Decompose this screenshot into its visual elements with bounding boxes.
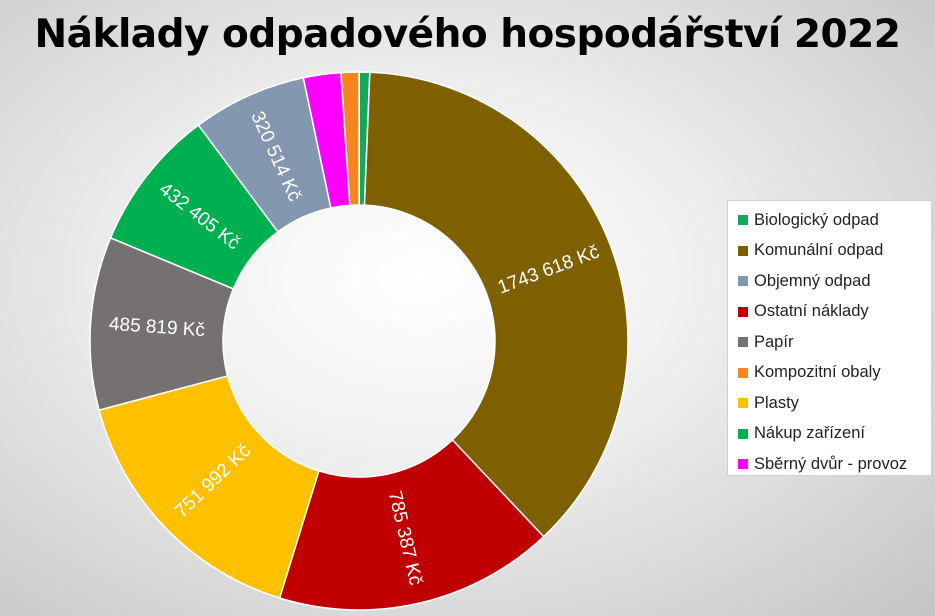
legend-item: Papír bbox=[738, 327, 931, 358]
legend-swatch bbox=[738, 245, 748, 256]
legend-swatch bbox=[738, 367, 748, 378]
legend-swatch bbox=[738, 428, 748, 439]
legend-item: Ostatní náklady bbox=[738, 297, 931, 328]
legend-item: Komunální odpad bbox=[738, 236, 931, 267]
donut-slice-komunální-odpad bbox=[363, 71, 629, 538]
legend-label: Ostatní náklady bbox=[754, 302, 869, 321]
legend-label: Komunální odpad bbox=[754, 241, 884, 260]
legend-item: Kompozitní obaly bbox=[738, 358, 931, 389]
chart-title: Náklady odpadového hospodářství 2022 bbox=[34, 12, 901, 57]
legend-swatch bbox=[738, 215, 748, 226]
legend-label: Papír bbox=[754, 332, 794, 351]
legend-item: Objemný odpad bbox=[738, 266, 931, 297]
legend-label: Nákup zařízení bbox=[754, 424, 865, 443]
chart-legend: Biologický odpad Komunální odpad Objemný o… bbox=[727, 200, 932, 476]
legend-swatch bbox=[738, 337, 748, 348]
donut-slice-ostatní-náklady bbox=[278, 438, 545, 611]
legend-item: Biologický odpad bbox=[738, 205, 931, 236]
donut-slice-kompozitní-obaly bbox=[340, 71, 360, 207]
legend-label: Kompozitní obaly bbox=[754, 363, 881, 382]
legend-item: Nákup zařízení bbox=[738, 419, 931, 450]
legend-swatch bbox=[738, 398, 748, 409]
legend-label: Biologický odpad bbox=[754, 210, 879, 229]
legend-item: Sběrný dvůr - provoz bbox=[738, 449, 931, 480]
legend-label: Sběrný dvůr - provoz bbox=[754, 454, 908, 473]
legend-swatch bbox=[738, 306, 748, 317]
legend-label: Plasty bbox=[754, 393, 799, 412]
legend-label: Objemný odpad bbox=[754, 271, 871, 290]
legend-swatch bbox=[738, 276, 748, 287]
legend-item: Plasty bbox=[738, 388, 931, 419]
donut-slice-plasty bbox=[98, 375, 320, 599]
legend-swatch bbox=[738, 459, 748, 470]
